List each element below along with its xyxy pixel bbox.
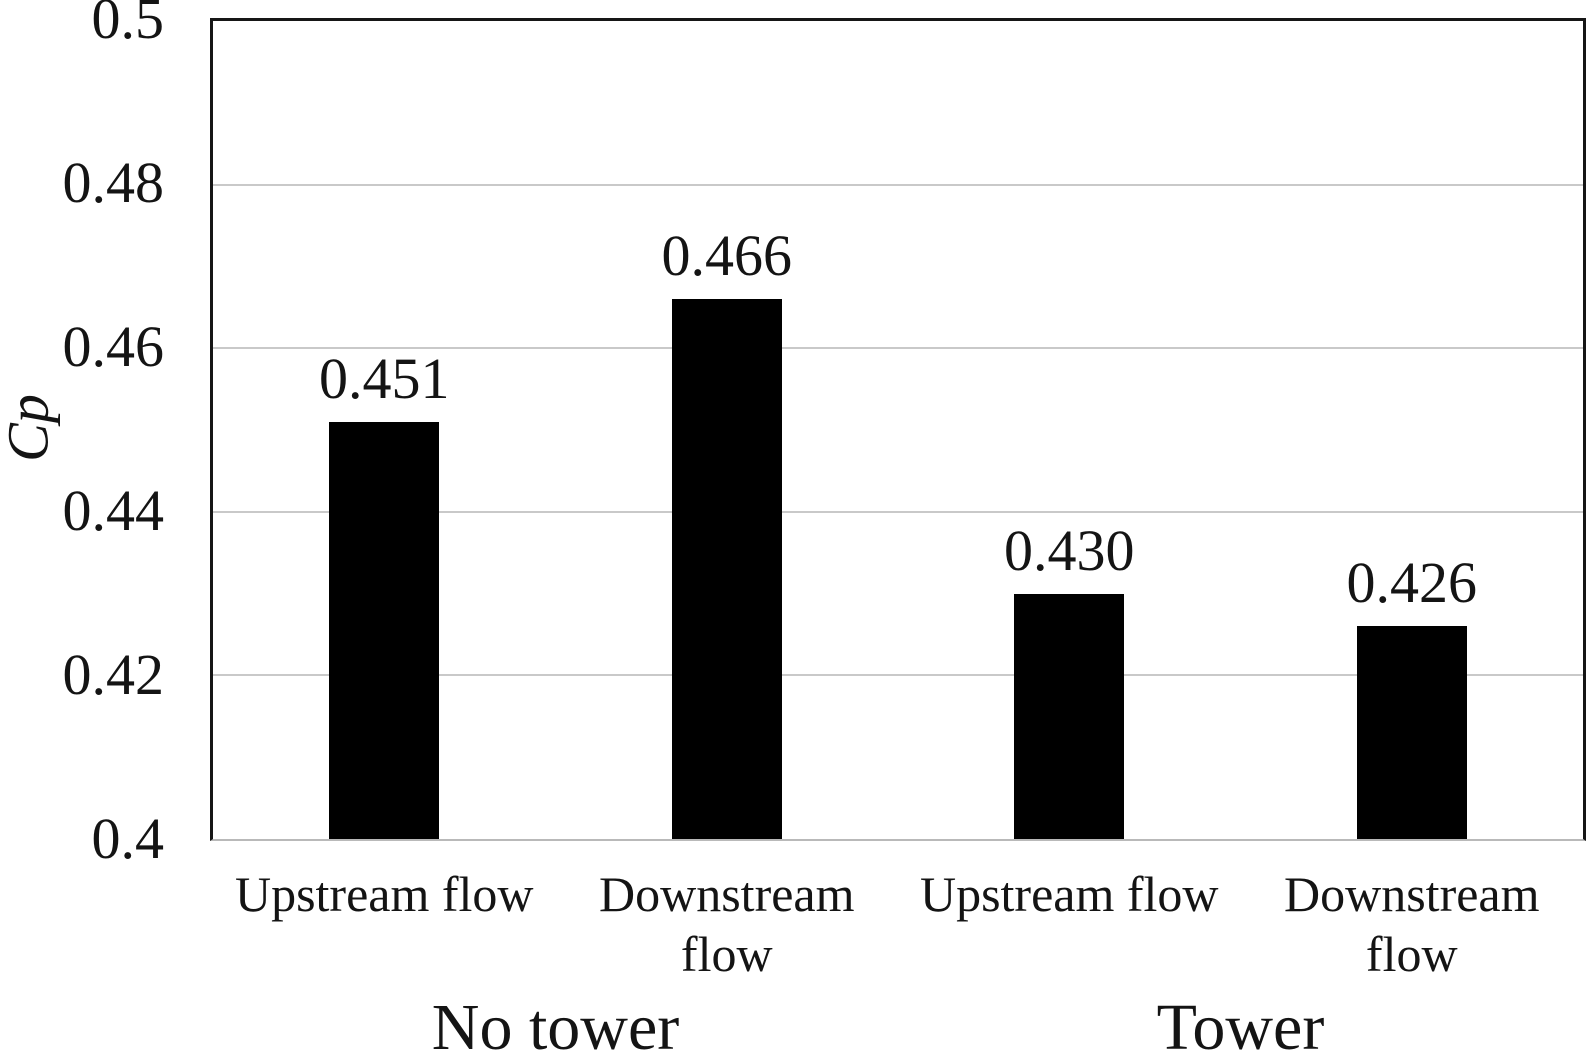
y-axis-tick-labels: 0.4 0.42 0.44 0.46 0.48 0.5 xyxy=(0,0,210,868)
bar-3 xyxy=(1014,593,1125,839)
category-label: Downstream flow xyxy=(1284,866,1540,982)
category-label: Downstream flow xyxy=(599,866,855,982)
bar-slot: 0.451 xyxy=(213,21,556,839)
gridline xyxy=(213,510,1583,513)
bar-slot: 0.426 xyxy=(1241,21,1584,839)
bar-slot: 0.430 xyxy=(898,21,1241,839)
bar-value-label: 0.451 xyxy=(319,345,450,411)
y-tick-label: 0.44 xyxy=(62,478,165,543)
x-axis-category-labels: Upstream flow Downstream flow Upstream flo… xyxy=(213,864,1583,984)
y-tick-label: 0.42 xyxy=(62,642,165,707)
group-label: Tower xyxy=(1156,991,1325,1063)
bar-value-label: 0.466 xyxy=(661,223,793,289)
group-label: No tower xyxy=(431,991,680,1063)
y-tick-label: 0.48 xyxy=(62,150,165,215)
y-tick-label: 0.46 xyxy=(62,314,165,379)
x-axis-group-labels: No tower Tower xyxy=(213,994,1583,1062)
y-tick-label: 0.4 xyxy=(91,806,165,871)
bar-slots: 0.451 0.466 0.430 0.426 xyxy=(213,21,1583,839)
y-tick-label: 0.5 xyxy=(91,0,165,51)
category-label: Upstream flow xyxy=(234,866,534,922)
gridline xyxy=(213,347,1583,350)
gridline xyxy=(213,183,1583,186)
bar-4 xyxy=(1356,626,1467,839)
bar-value-label: 0.430 xyxy=(1004,517,1135,583)
bar-2 xyxy=(671,299,782,839)
category-label: Upstream flow xyxy=(919,866,1219,922)
gridline xyxy=(213,674,1583,677)
bar-value-label: 0.426 xyxy=(1346,550,1478,616)
bar-1 xyxy=(329,421,440,839)
plot-area: 0.451 0.466 0.430 0.426 xyxy=(210,18,1586,841)
bar-slot: 0.466 xyxy=(556,21,899,839)
